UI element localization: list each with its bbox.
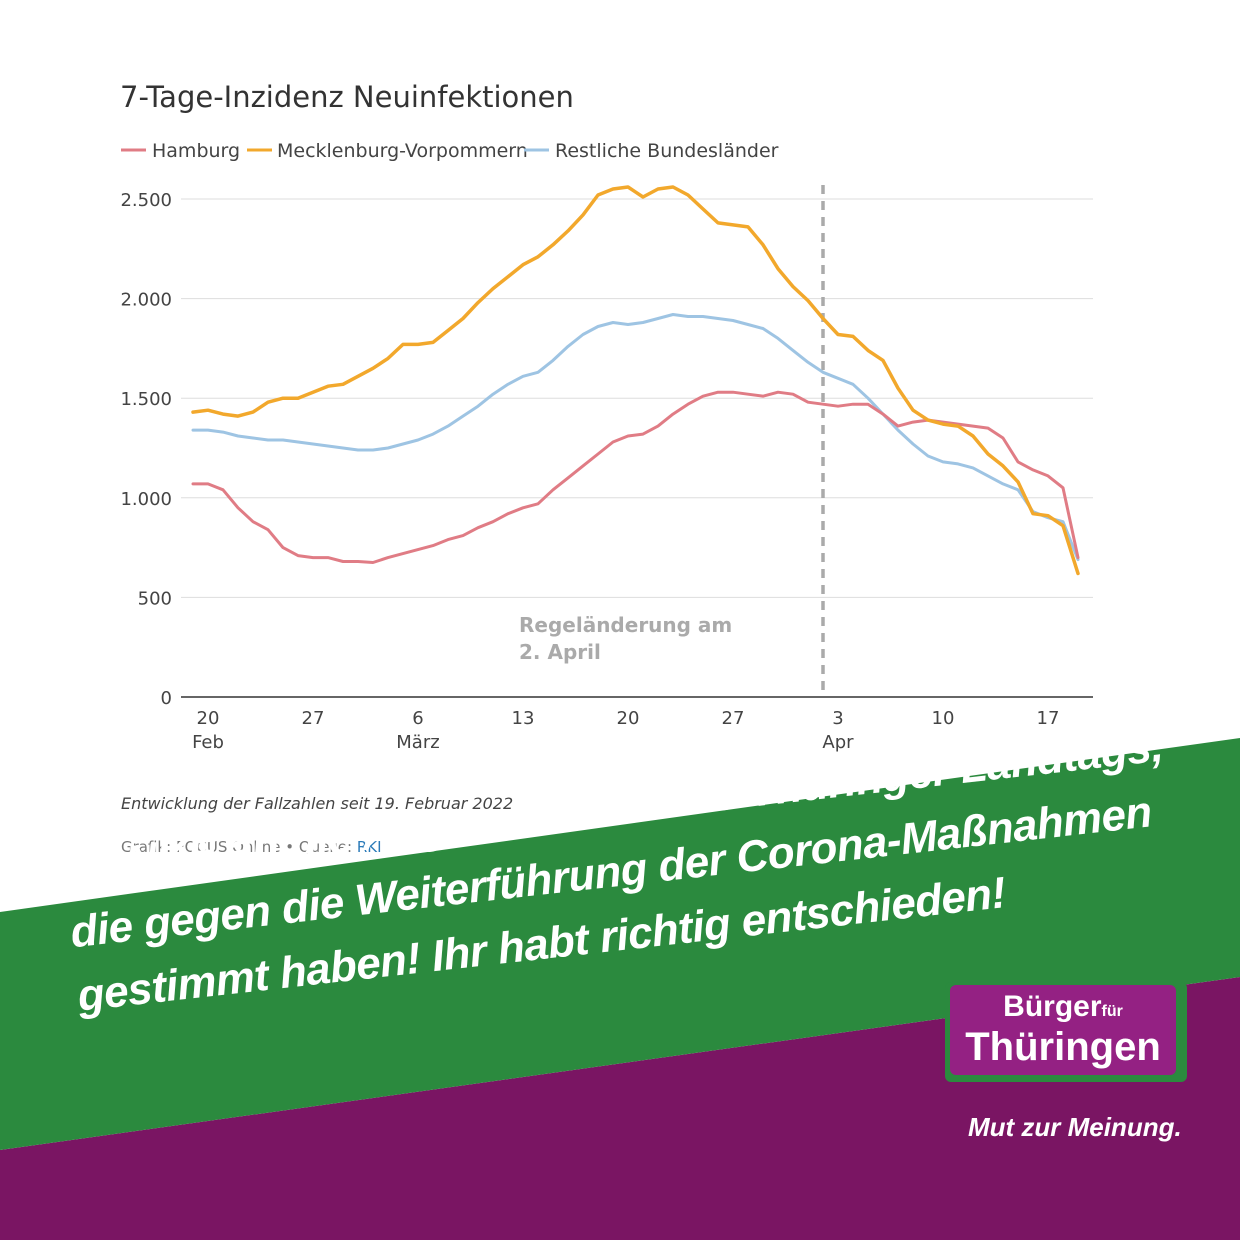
legend-item-mv: Mecklenburg-Vorpommern — [247, 140, 528, 162]
x-tick-day: 13 — [512, 708, 535, 729]
y-tick-label: 0 — [161, 688, 172, 709]
x-tick-day: 27 — [722, 708, 745, 729]
rule-change-annotation: Regeländerung am 2. April — [519, 185, 825, 697]
legend-item-rest: Restliche Bundesländer — [524, 140, 779, 162]
y-tick-label: 2.000 — [120, 290, 172, 311]
legend-label-rest: Restliche Bundesländer — [555, 140, 779, 162]
grid — [181, 198, 1093, 698]
y-tick-label: 1.000 — [120, 489, 172, 510]
x-tick-day: 10 — [932, 708, 955, 729]
series-lines — [191, 185, 1080, 576]
x-tick-day: 6 — [412, 708, 423, 729]
x-tick-month: Feb — [192, 732, 224, 753]
x-axis-ticks: 20 Feb 27 6 März 13 20 27 3 Apr 10 17 — [192, 708, 1059, 753]
purple-band — [0, 977, 1240, 1240]
logo-word-fuer: für — [1101, 1003, 1123, 1020]
logo-word-buerger: Bürger — [1003, 990, 1102, 1023]
rule-change-label: 2. April — [519, 640, 601, 664]
legend-label-hamburg: Hamburg — [152, 140, 240, 162]
x-tick-day: 27 — [302, 708, 325, 729]
series-line-hamburg — [191, 390, 1080, 564]
x-tick-day: 20 — [617, 708, 640, 729]
chart-source: Grafik: FOCUS Online • Quelle: RKI — [121, 838, 382, 856]
logo-word-thueringen: Thüringen — [965, 1025, 1161, 1069]
party-logo: Bürgerfür Thüringen — [945, 982, 1187, 1082]
legend: Hamburg Mecklenburg-Vorpommern Restliche… — [121, 140, 779, 162]
y-tick-label: 500 — [138, 588, 172, 609]
y-axis-ticks: 0 500 1.000 1.500 2.000 2.500 — [120, 190, 172, 709]
source-prefix: Grafik: FOCUS Online • Quelle: — [121, 838, 357, 856]
y-tick-label: 1.500 — [120, 389, 172, 410]
logo-top-line: Bürgerfür — [950, 990, 1176, 1024]
x-tick-day: 3 — [832, 708, 843, 729]
y-tick-label: 2.500 — [120, 190, 172, 211]
chart-title: 7-Tage-Inzidenz Neuinfektionen — [120, 80, 574, 114]
legend-item-hamburg: Hamburg — [121, 140, 240, 162]
x-tick-day: 17 — [1037, 708, 1060, 729]
logo-box: Bürgerfür Thüringen — [950, 985, 1176, 1075]
green-band — [0, 738, 1240, 1150]
x-tick-day: 20 — [197, 708, 220, 729]
legend-label-mv: Mecklenburg-Vorpommern — [277, 140, 528, 162]
source-link-rki[interactable]: RKI — [357, 838, 382, 856]
chart-caption: Entwicklung der Fallzahlen seit 19. Febr… — [121, 794, 513, 813]
x-tick-month: Apr — [822, 732, 854, 753]
series-line-mv — [191, 185, 1080, 576]
slogan: Mut zur Meinung. — [968, 1112, 1182, 1142]
x-tick-month: März — [396, 732, 439, 753]
rule-change-label: Regeländerung am — [519, 613, 732, 637]
series-line-rest — [191, 313, 1080, 562]
